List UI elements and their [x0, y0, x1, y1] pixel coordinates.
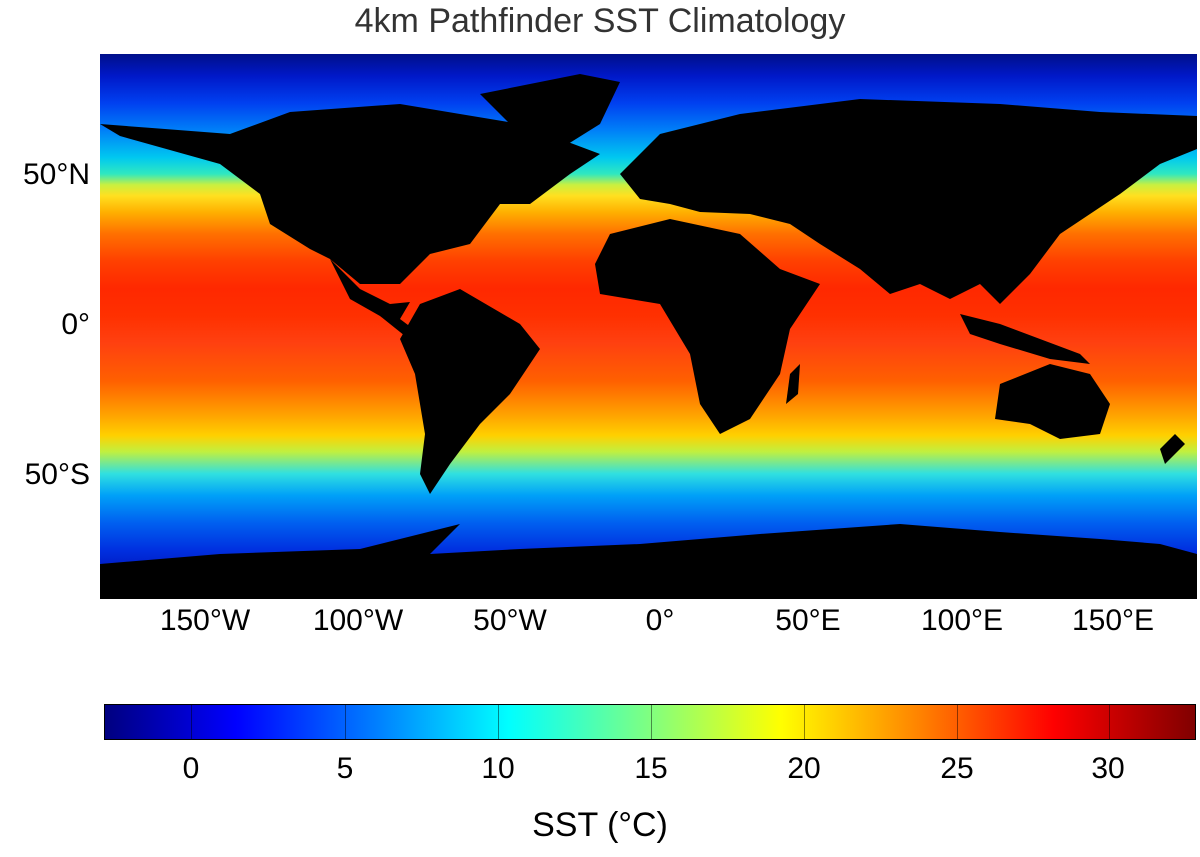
colorbar-tick	[498, 705, 499, 739]
colorbar-tick-label: 15	[634, 752, 668, 785]
colorbar-tick-label: 25	[940, 752, 974, 785]
colorbar	[104, 704, 1196, 740]
central-america-landmass	[330, 259, 420, 336]
y-tick-label: 0°	[61, 308, 90, 341]
x-tick-label: 150°E	[1071, 604, 1155, 637]
antarctica-landmass	[100, 524, 1197, 599]
colorbar-tick-label: 5	[336, 752, 354, 785]
greenland-landmass	[480, 74, 620, 149]
x-tick-label: 0°	[645, 604, 675, 637]
x-tick-label: 50°W	[473, 604, 547, 637]
colorbar-tick	[345, 705, 346, 739]
land-mask	[100, 74, 1197, 599]
eurasia-landmass	[620, 99, 1197, 304]
y-tick-label: 50°S	[24, 458, 90, 491]
x-tick-label: 150°W	[159, 604, 251, 637]
new-zealand-landmass	[1160, 434, 1185, 464]
australia-landmass	[995, 364, 1110, 439]
maritime-asia-landmass	[960, 314, 1090, 364]
sst-map	[100, 54, 1197, 599]
colorbar-title: SST (°C)	[532, 806, 668, 844]
x-tick-label: 100°W	[312, 604, 404, 637]
y-tick-label: 50°N	[22, 158, 90, 191]
colorbar-tick	[957, 705, 958, 739]
map-title: 4km Pathfinder SST Climatology	[354, 2, 846, 40]
south-america-landmass	[400, 289, 540, 494]
north-america-landmass	[100, 104, 600, 284]
colorbar-tick	[191, 705, 192, 739]
africa-landmass	[595, 219, 820, 434]
colorbar-tick-label: 30	[1091, 752, 1125, 785]
colorbar-tick	[804, 705, 805, 739]
colorbar-tick-label: 20	[787, 752, 821, 785]
x-tick-label: 100°E	[920, 604, 1004, 637]
madagascar-landmass	[786, 364, 800, 404]
colorbar-tick	[651, 705, 652, 739]
colorbar-tick-label: 0	[182, 752, 200, 785]
colorbar-tick-label: 10	[481, 752, 515, 785]
colorbar-tick	[1109, 705, 1110, 739]
x-tick-label: 50°E	[775, 604, 841, 637]
